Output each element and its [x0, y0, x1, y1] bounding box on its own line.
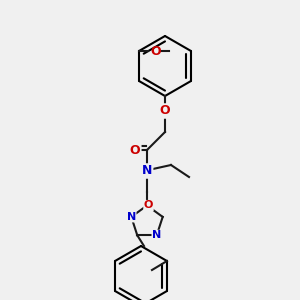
Text: O: O — [150, 44, 161, 58]
Text: N: N — [142, 164, 152, 178]
Text: N: N — [152, 230, 161, 240]
Text: O: O — [144, 200, 153, 211]
Text: O: O — [160, 104, 170, 118]
Text: O: O — [130, 143, 140, 157]
Text: N: N — [127, 212, 136, 222]
